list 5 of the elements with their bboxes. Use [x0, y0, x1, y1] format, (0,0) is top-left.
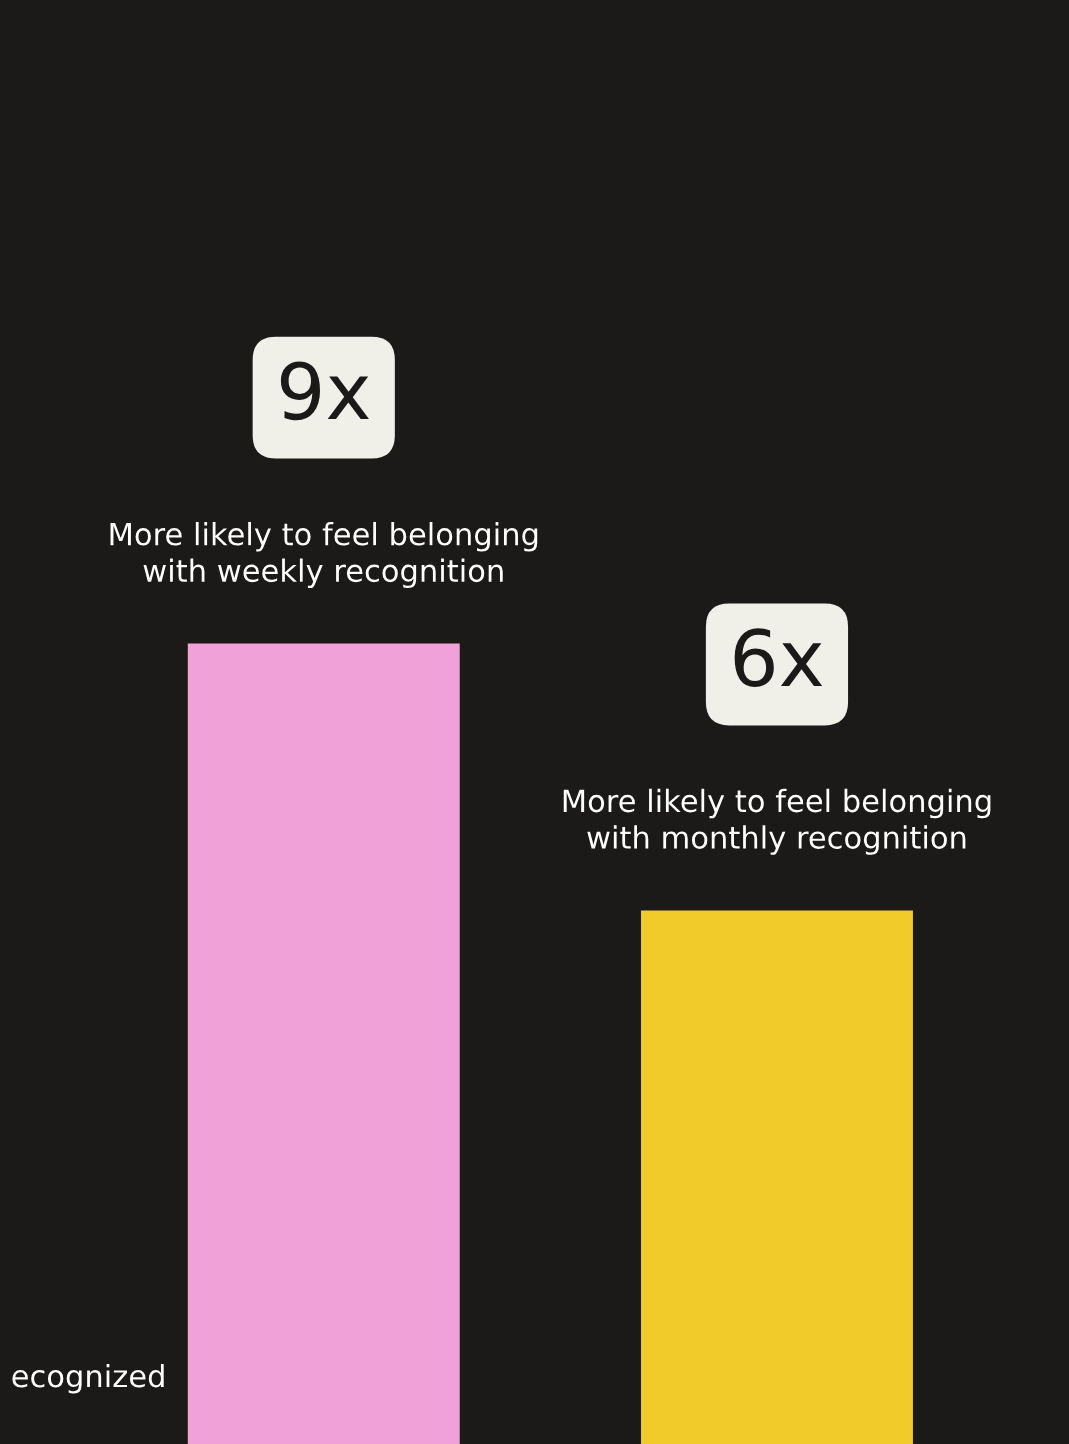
x-tick-label: More likely to feel belonging with monthly recognition — [563, 788, 991, 855]
data-label: 6x — [734, 628, 823, 687]
annotation: ecognized — [12, 1363, 164, 1394]
x-tick-label: More likely to feel belonging with weekly recognition — [110, 521, 538, 589]
data-label: 9x — [280, 361, 369, 421]
